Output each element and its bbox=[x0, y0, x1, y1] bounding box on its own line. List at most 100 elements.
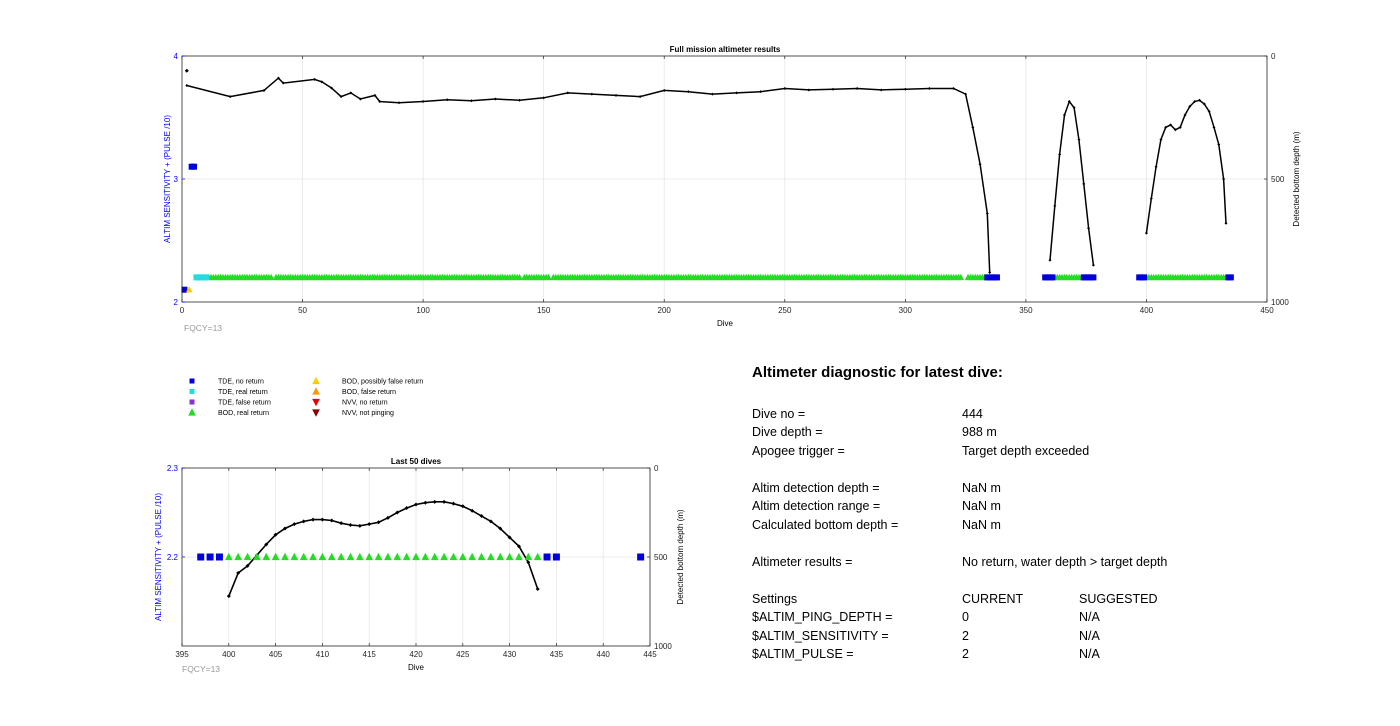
bod-real-return-marker bbox=[290, 552, 299, 561]
last-50-dives-chart: Last 50 dives 395 400 405 410 415 420 425 430 43… bbox=[154, 457, 685, 674]
bottom-depth-point bbox=[978, 162, 982, 166]
pulse-current: 2 bbox=[962, 647, 969, 661]
bottom-depth-point bbox=[507, 535, 512, 540]
bod-real-return-marker bbox=[515, 552, 523, 561]
bod-real-return-marker bbox=[524, 552, 533, 561]
y2-tick-label: 500 bbox=[654, 553, 668, 562]
bottom-depth-point bbox=[1183, 113, 1187, 117]
y-tick-label: 4 bbox=[174, 52, 179, 61]
calc-bottom-row: Calculated bottom depth = NaN m bbox=[752, 516, 1372, 535]
x-tick-label: 415 bbox=[363, 650, 377, 659]
bottom-depth-point bbox=[1188, 104, 1192, 108]
bod-real-return-marker bbox=[440, 552, 448, 561]
altim-det-range-value: NaN m bbox=[962, 499, 1001, 513]
bottom-depth-point bbox=[185, 84, 189, 88]
legend-label: BOD, possibly false return bbox=[342, 379, 423, 386]
bottom-depth-point bbox=[783, 86, 787, 90]
dive-depth-value: 988 m bbox=[962, 425, 997, 439]
altim-results-value: No return, water depth > target depth bbox=[962, 554, 1168, 569]
bottom-depth-point bbox=[1178, 125, 1182, 129]
bod-real-return-marker bbox=[496, 552, 505, 561]
bottom-depth-point bbox=[735, 91, 739, 95]
apogee-row: Apogee trigger = Target depth exceeded bbox=[752, 442, 1372, 461]
x-tick-label: 400 bbox=[222, 650, 236, 659]
y-tick-label: 2.3 bbox=[167, 464, 179, 473]
bod-real-return-marker bbox=[253, 552, 261, 561]
bottom-depth-point bbox=[1159, 138, 1163, 142]
legend-marker bbox=[312, 409, 320, 417]
bod-real-return-marker bbox=[355, 552, 364, 561]
x-tick-label: 300 bbox=[899, 306, 913, 315]
bod-real-return-marker bbox=[545, 273, 552, 281]
dive-no-label: Dive no = bbox=[752, 406, 806, 421]
x-tick-label: 440 bbox=[597, 650, 611, 659]
bottom-depth-point bbox=[320, 517, 325, 522]
y-tick-label: 3 bbox=[174, 175, 179, 184]
sensitivity-current: 2 bbox=[962, 628, 969, 643]
tde-no-return-marker bbox=[1049, 274, 1056, 281]
x-tick-label: 395 bbox=[175, 650, 189, 659]
bottom-depth-point bbox=[535, 587, 540, 592]
tde-no-return-marker bbox=[1090, 274, 1097, 281]
bottom-depth-point bbox=[451, 501, 456, 506]
tde-real-return-marker bbox=[203, 274, 210, 281]
pulse-row: $ALTIM_PULSE = 2 N/A bbox=[752, 645, 1372, 664]
bottom-depth-point bbox=[1072, 106, 1076, 110]
bod-real-return-marker bbox=[374, 552, 383, 561]
bottom-depth-point bbox=[614, 93, 618, 97]
bottom-depth-point bbox=[339, 521, 344, 526]
bottom-depth-line bbox=[186, 77, 991, 273]
bottom-depth-point bbox=[329, 518, 334, 523]
bod-real-return-marker bbox=[365, 552, 374, 561]
bod-real-return-marker bbox=[458, 552, 467, 561]
altim-results-row: Altimeter results = No return, water dept… bbox=[752, 553, 1372, 572]
bottom-depth-point bbox=[414, 502, 418, 507]
bottom-depth-point bbox=[358, 97, 362, 101]
bottom-depth-point bbox=[1067, 100, 1071, 104]
legend-marker bbox=[312, 398, 320, 407]
bod-real-return-marker bbox=[957, 273, 965, 281]
bottom-depth-point bbox=[313, 77, 317, 81]
altim-det-range-row: Altim detection range = NaN m bbox=[752, 497, 1372, 516]
bod-real-return-marker bbox=[309, 552, 317, 561]
dive-depth-row: Dive depth = 988 m bbox=[752, 423, 1372, 442]
dive-no-value: 444 bbox=[962, 406, 983, 421]
legend-marker bbox=[312, 376, 320, 385]
bottom-depth-point bbox=[281, 81, 285, 85]
ping-depth-row: $ALTIM_PING_DEPTH = 0 N/A bbox=[752, 608, 1372, 627]
bod-real-return-marker bbox=[516, 273, 523, 281]
bod-real-return-marker bbox=[505, 552, 514, 561]
bottom-depth-point bbox=[292, 522, 297, 527]
bottom-depth-point bbox=[397, 101, 401, 105]
altim-det-depth-value: NaN m bbox=[962, 480, 1001, 495]
bottom-depth-point bbox=[831, 87, 835, 91]
bod-real-return-marker bbox=[234, 552, 243, 561]
bottom-depth-point bbox=[349, 91, 353, 95]
bottom-depth-point bbox=[226, 594, 231, 599]
bod-real-return-marker bbox=[243, 552, 252, 561]
altim-det-depth-label: Altim detection depth = bbox=[752, 480, 880, 495]
bottom-depth-point bbox=[1077, 138, 1081, 142]
bod-real-return-marker bbox=[337, 552, 345, 561]
bottom-depth-point bbox=[971, 125, 975, 129]
small-ylabel: ALTIM SENSITIVITY + (PULSE /10) bbox=[154, 493, 163, 621]
x-tick-label: 410 bbox=[316, 650, 330, 659]
bottom-depth-point bbox=[378, 100, 382, 104]
legend-label: BOD, false return bbox=[342, 389, 396, 396]
bottom-depth-point bbox=[469, 99, 473, 103]
bod-real-return-marker bbox=[468, 552, 477, 561]
bottom-depth-point bbox=[1062, 113, 1066, 117]
small-fqcy-note: FQCY=13 bbox=[182, 664, 220, 674]
bottom-depth-point bbox=[952, 86, 956, 90]
bod-real-return-marker bbox=[224, 552, 233, 561]
small-chart-title: Last 50 dives bbox=[391, 457, 442, 466]
bottom-depth-point bbox=[311, 517, 316, 522]
main-fqcy-note: FQCY=13 bbox=[184, 323, 222, 333]
x-tick-label: 150 bbox=[537, 306, 551, 315]
y2-tick-label: 0 bbox=[1271, 52, 1276, 61]
settings-label: Settings bbox=[752, 591, 798, 606]
bottom-depth-point bbox=[493, 97, 497, 101]
suggested-header: SUGGESTED bbox=[1079, 591, 1158, 606]
bottom-depth-point bbox=[236, 571, 241, 576]
main-xlabel: Dive bbox=[717, 319, 734, 328]
